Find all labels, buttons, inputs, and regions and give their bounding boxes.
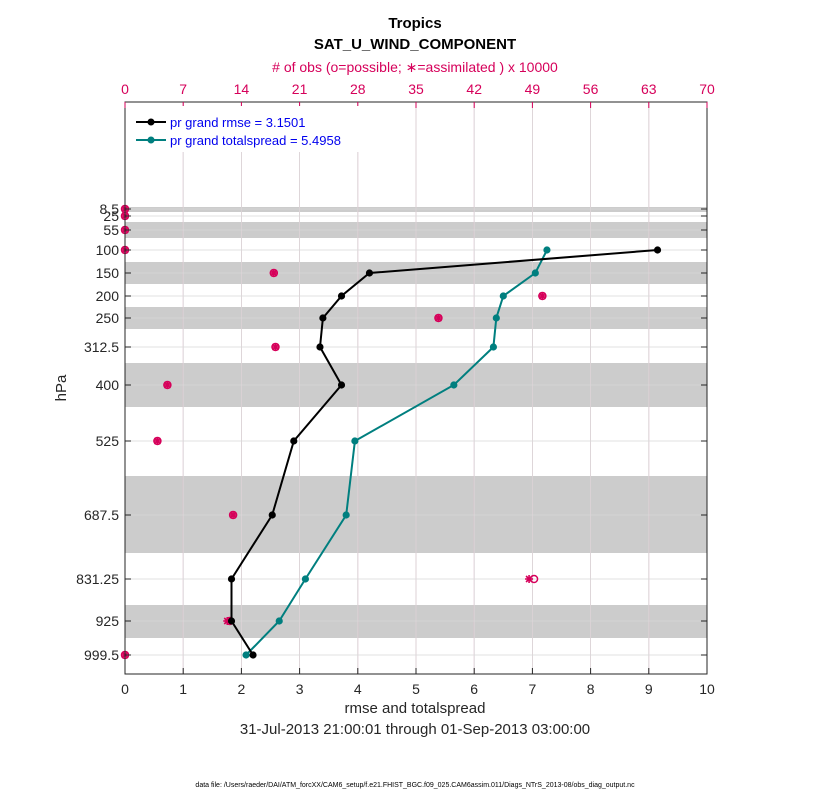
- obs-assimilated-marker: [434, 314, 443, 322]
- obs-assimilated-stroke: [271, 343, 280, 351]
- series-point-1: [301, 575, 310, 583]
- series-point-1: [450, 381, 458, 389]
- x-tick-label: 1: [179, 681, 187, 697]
- y-tick-label: 525: [96, 433, 120, 449]
- y-tick-label: 400: [96, 377, 120, 393]
- x-tick-label: 9: [645, 681, 653, 697]
- legend-box: [128, 106, 378, 152]
- obs-assimilated-stroke: [434, 314, 443, 322]
- obs-assimilated-stroke: [538, 292, 546, 300]
- obs-assimilated-marker: [525, 575, 534, 583]
- series-point-1: [543, 246, 551, 254]
- y-tick-label: 150: [96, 265, 120, 281]
- y-tick-label: 687.5: [84, 507, 119, 523]
- series-point-0: [337, 381, 346, 389]
- series-point-0: [365, 269, 374, 277]
- obs-assimilated-marker: [163, 381, 172, 389]
- legend: pr grand rmse = 3.1501 pr grand totalspr…: [128, 106, 378, 152]
- x-tick-label: 7: [529, 681, 537, 697]
- y-tick-label: 831.25: [76, 571, 119, 587]
- obs-assimilated-stroke: [229, 511, 237, 519]
- footer-data-file: data file: /Users/raeder/DAI/ATM_forcXX/…: [195, 782, 635, 789]
- series-point-0: [227, 617, 236, 625]
- series-point-1: [275, 617, 283, 625]
- x-tick-label: 2: [238, 681, 246, 697]
- x-tick-label: 10: [699, 681, 715, 697]
- y-tick-label: 25: [103, 208, 119, 224]
- obs-assimilated-stroke: [153, 437, 161, 445]
- top-tick-label: 14: [234, 81, 250, 97]
- x-tick-label: 0: [121, 681, 129, 697]
- obs-assimilated-marker: [271, 343, 280, 351]
- series-point-1: [499, 292, 507, 300]
- y-tick-label: 8.5: [100, 201, 120, 217]
- series-point-0: [249, 651, 257, 659]
- series-point-1: [242, 651, 250, 659]
- series-point-1: [489, 343, 498, 351]
- x-tick-label: 3: [296, 681, 304, 697]
- top-axis-ticks: 0 7 14 21 28 35 42 49 56 63 70: [121, 81, 715, 108]
- y-tick-label: 100: [96, 242, 120, 258]
- y-tick-label: 999.5: [84, 647, 119, 663]
- legend-entry-rmse: pr grand rmse = 3.1501: [170, 115, 306, 130]
- y-tick-label: 55: [103, 222, 119, 238]
- x-tick-label: 5: [412, 681, 420, 697]
- y-tick-label: 312.5: [84, 339, 119, 355]
- series-point-1: [531, 269, 539, 277]
- top-tick-label: 21: [292, 81, 308, 97]
- obs-assimilated-stroke: [163, 381, 171, 389]
- y-axis-label: hPa: [53, 374, 70, 401]
- top-tick-label: 42: [466, 81, 482, 97]
- chart-subtitle: SAT_U_WIND_COMPONENT: [314, 36, 516, 53]
- top-tick-label: 28: [350, 81, 366, 97]
- top-tick-label: 70: [699, 81, 715, 97]
- y-tick-label: 200: [96, 288, 120, 304]
- series-point-0: [316, 343, 324, 351]
- series-point-0: [290, 437, 298, 445]
- series-point-0: [319, 314, 327, 322]
- legend-spread-marker: [147, 136, 155, 144]
- series-point-0: [268, 511, 276, 519]
- series-point-1: [351, 437, 359, 445]
- legend-rmse-marker: [147, 118, 155, 126]
- x-tick-label: 4: [354, 681, 362, 697]
- x-tick-label: 8: [587, 681, 595, 697]
- x-axis-ticks: 0 1 2 3 4 5 6 7 8 9 10: [121, 668, 715, 697]
- series-point-0: [227, 575, 236, 583]
- obs-assimilated-marker: [538, 292, 547, 300]
- legend-entry-totalspread: pr grand totalspread = 5.4958: [170, 133, 341, 148]
- x-tick-label: 6: [470, 681, 478, 697]
- date-range: 31-Jul-2013 21:00:01 through 01-Sep-2013…: [240, 721, 590, 738]
- chart-title: Tropics: [388, 15, 441, 32]
- obs-assimilated-marker: [229, 511, 238, 519]
- series-point-1: [342, 511, 350, 519]
- top-tick-label: 35: [408, 81, 424, 97]
- series-point-1: [492, 314, 500, 322]
- grid-lines: [125, 102, 707, 674]
- obs-assimilated-marker: [269, 269, 278, 277]
- top-tick-label: 63: [641, 81, 657, 97]
- obs-assimilated-stroke: [525, 575, 533, 583]
- top-tick-label: 7: [179, 81, 187, 97]
- top-tick-label: 49: [525, 81, 541, 97]
- top-tick-label: 0: [121, 81, 129, 97]
- top-axis-label: # of obs (o=possible; ∗=assimilated ) x …: [272, 59, 558, 75]
- y-tick-label: 250: [96, 310, 120, 326]
- series-point-0: [337, 292, 346, 300]
- top-tick-label: 56: [583, 81, 599, 97]
- x-axis-label: rmse and totalspread: [345, 700, 486, 717]
- series-lines: [227, 246, 662, 659]
- obs-assimilated-stroke: [270, 269, 278, 277]
- obs-assimilated-marker: [153, 437, 162, 445]
- series-point-0: [653, 246, 662, 254]
- y-tick-label: 925: [96, 613, 120, 629]
